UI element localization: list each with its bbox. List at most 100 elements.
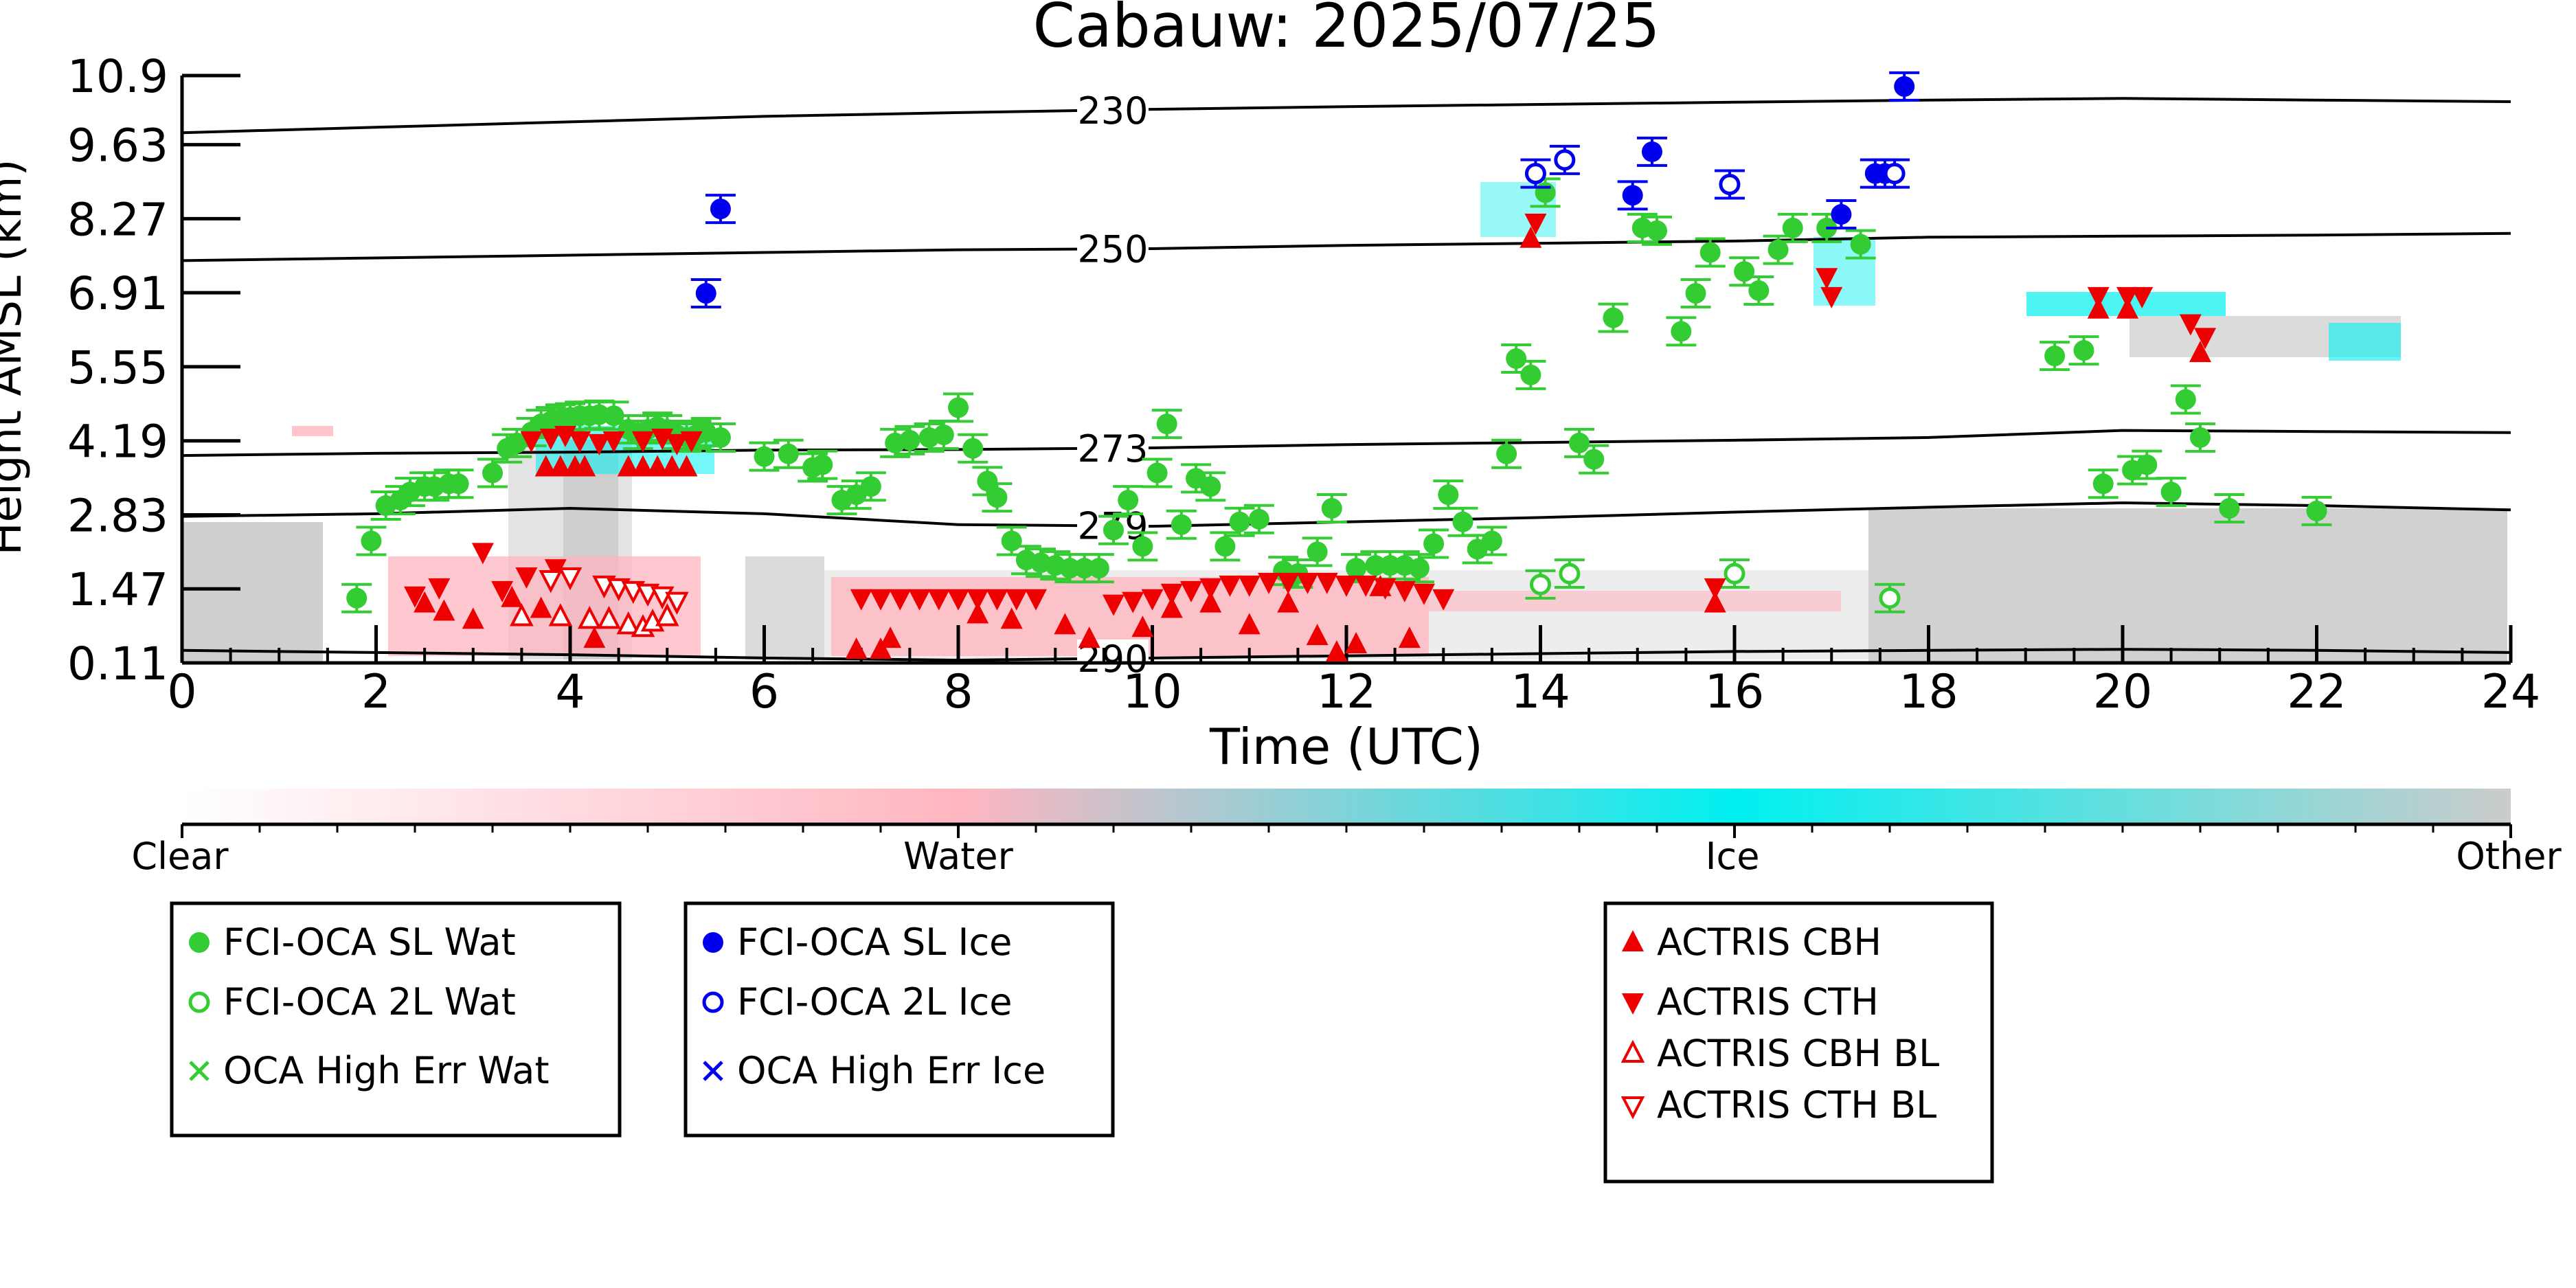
y-tick-label: 9.63 bbox=[67, 120, 168, 172]
data-point bbox=[1524, 213, 1547, 235]
x-tick-label: 6 bbox=[749, 665, 779, 719]
legend-label: ACTRIS CBH BL bbox=[1657, 1032, 1939, 1075]
data-point bbox=[544, 559, 567, 581]
data-point bbox=[1671, 321, 1692, 342]
data-point bbox=[1622, 185, 1643, 206]
data-point bbox=[482, 462, 503, 484]
data-point bbox=[1005, 589, 1028, 611]
series-fci-oca-2l-wat bbox=[1525, 558, 1905, 613]
data-point bbox=[1554, 149, 1576, 171]
data-point bbox=[1345, 632, 1368, 654]
data-point bbox=[1219, 575, 1241, 597]
data-point bbox=[1520, 364, 1541, 385]
y-tick-label: 8.27 bbox=[67, 193, 168, 246]
data-point bbox=[2136, 454, 2158, 475]
data-point bbox=[1699, 242, 1721, 263]
data-point bbox=[1025, 589, 1047, 611]
legend-marker bbox=[1620, 1096, 1645, 1120]
data-point bbox=[539, 428, 562, 450]
series-actris-cth bbox=[404, 213, 2217, 616]
colorbar-label-water: Water bbox=[903, 835, 1013, 878]
data-point bbox=[1884, 163, 1906, 185]
legend-frame bbox=[1603, 901, 1994, 1184]
data-point bbox=[947, 589, 969, 611]
legend-marker bbox=[703, 1061, 723, 1081]
x-tick-label: 2 bbox=[361, 665, 391, 719]
contour-label-bg bbox=[1077, 429, 1149, 466]
data-point bbox=[1315, 572, 1338, 594]
data-point bbox=[1132, 536, 1153, 557]
data-point bbox=[655, 603, 679, 626]
data-point bbox=[948, 397, 969, 418]
data-point bbox=[2175, 389, 2196, 410]
legend-marker bbox=[1622, 993, 1644, 1015]
legend-marker bbox=[703, 932, 723, 953]
legend-label: FCI-OCA SL Wat bbox=[223, 920, 516, 964]
data-point bbox=[967, 602, 989, 624]
data-point bbox=[1782, 217, 1803, 238]
data-point bbox=[1816, 268, 1838, 290]
data-point bbox=[1277, 572, 1300, 594]
data-point bbox=[1160, 596, 1183, 618]
colorbar-ticks bbox=[181, 824, 2512, 838]
series-fci-oca-sl-wat bbox=[341, 177, 2332, 613]
data-point bbox=[1452, 511, 1473, 532]
data-point bbox=[1156, 414, 1177, 435]
data-point bbox=[1365, 555, 1386, 576]
data-point bbox=[506, 432, 528, 453]
data-point bbox=[986, 589, 1008, 611]
data-point bbox=[548, 603, 573, 626]
data-point bbox=[1379, 555, 1401, 576]
data-point bbox=[710, 427, 731, 448]
x-tick-label: 0 bbox=[167, 665, 196, 719]
data-point bbox=[1131, 615, 1154, 637]
data-point bbox=[1569, 432, 1590, 453]
data-point bbox=[1199, 578, 1222, 600]
class-water-area bbox=[1429, 591, 1841, 611]
x-axis-label: Time (UTC) bbox=[1209, 718, 1483, 776]
data-point bbox=[631, 431, 654, 453]
data-point bbox=[1118, 490, 1139, 511]
y-tick-label: 6.91 bbox=[67, 267, 168, 320]
data-point bbox=[1160, 583, 1183, 605]
data-point bbox=[812, 454, 833, 475]
data-point bbox=[1704, 591, 1726, 613]
legend-frame bbox=[170, 901, 622, 1138]
legend-label: FCI-OCA 2L Ice bbox=[737, 980, 1012, 1024]
y-tick-label: 10.9 bbox=[67, 50, 168, 103]
class-ice-area bbox=[2329, 323, 2401, 361]
data-point bbox=[1408, 558, 1430, 579]
data-point bbox=[710, 199, 731, 220]
data-point bbox=[1180, 580, 1202, 602]
data-point bbox=[1054, 613, 1076, 635]
data-point bbox=[850, 589, 872, 611]
data-point bbox=[879, 626, 902, 648]
data-point bbox=[2194, 328, 2217, 350]
data-point bbox=[1248, 508, 1269, 530]
data-point bbox=[1335, 575, 1357, 597]
data-point bbox=[1146, 462, 1168, 484]
data-point bbox=[597, 606, 621, 629]
data-point bbox=[889, 589, 912, 611]
y-tick-label: 1.47 bbox=[67, 563, 168, 616]
data-point bbox=[2116, 286, 2139, 308]
data-point bbox=[1122, 591, 1144, 613]
colorbar-gradient bbox=[182, 789, 2511, 824]
legend-ice: FCI-OCA SL Ice FCI-OCA 2L Ice OCA High Err… bbox=[683, 901, 1115, 1138]
data-point bbox=[908, 589, 931, 611]
data-point bbox=[1214, 536, 1236, 557]
data-point bbox=[1001, 530, 1022, 552]
contour-label: 230 bbox=[1077, 89, 1148, 133]
data-point bbox=[2219, 497, 2240, 519]
legend-marker bbox=[702, 991, 724, 1013]
data-point bbox=[1641, 141, 1662, 162]
data-point bbox=[695, 282, 716, 304]
data-point bbox=[860, 476, 881, 497]
data-point bbox=[1374, 578, 1397, 600]
data-point bbox=[1171, 514, 1192, 535]
data-point bbox=[1088, 558, 1109, 579]
data-point bbox=[1296, 572, 1319, 594]
data-point bbox=[1603, 307, 1624, 328]
contour-label: 273 bbox=[1077, 427, 1148, 471]
